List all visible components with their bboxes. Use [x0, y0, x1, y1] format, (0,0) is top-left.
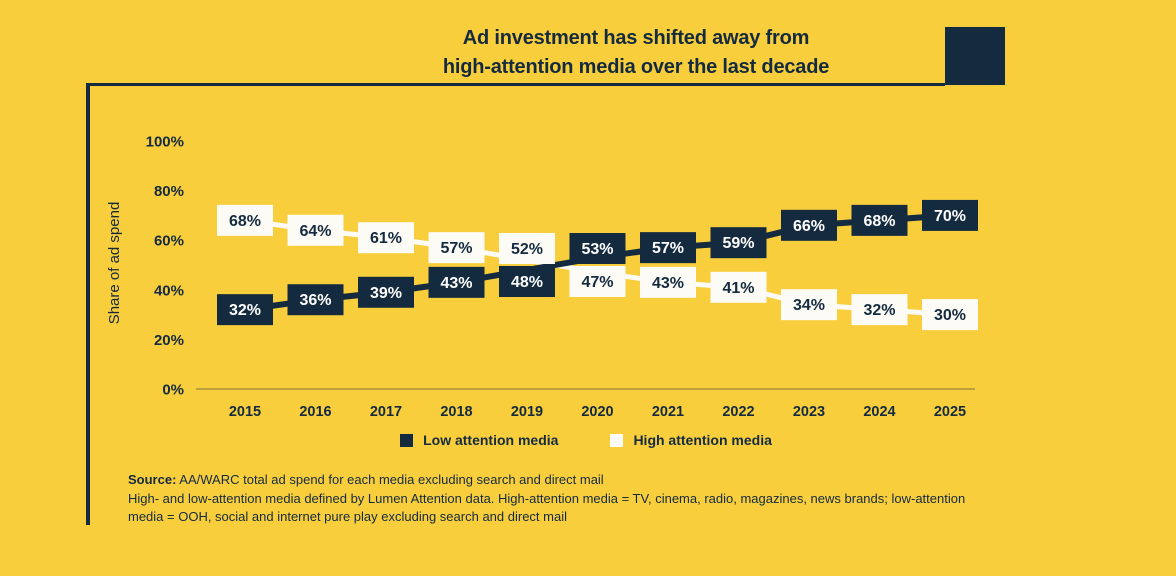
source-note: Source: AA/WARC total ad spend for each … — [128, 471, 1088, 527]
high-attention-label-box — [851, 294, 908, 326]
legend-swatch-low-attention — [400, 433, 414, 447]
low-attention-value-label: 36% — [299, 292, 331, 309]
high-attention-label-box — [781, 289, 837, 321]
legend-label-high-attention: High attention media — [633, 432, 772, 448]
high-attention-label-box — [358, 222, 414, 254]
chart-title-line2: high-attention media over the last decad… — [442, 56, 830, 78]
source-line-2: High- and low-attention media defined by… — [128, 490, 966, 506]
high-attention-value-label: 41% — [722, 280, 754, 297]
chart-title: Ad investment has shifted away from high… — [330, 24, 942, 82]
high-attention-label-box — [922, 299, 978, 331]
high-attention-value-label: 43% — [652, 275, 684, 292]
low-attention-label-box — [428, 266, 485, 298]
low-attention-value-label: 32% — [229, 302, 261, 319]
low-attention-value-label: 70% — [934, 208, 966, 225]
high-attention-value-label: 57% — [440, 240, 472, 257]
high-attention-label-box — [569, 266, 626, 297]
y-tick-label: 20% — [154, 332, 184, 349]
y-tick-label: 80% — [154, 183, 184, 200]
low-attention-value-label: 48% — [511, 274, 543, 291]
low-attention-value-label: 57% — [652, 240, 684, 257]
high-attention-label-box — [640, 266, 696, 298]
low-attention-value-label: 66% — [793, 218, 825, 235]
x-tick-label: 2023 — [793, 404, 825, 420]
low-attention-label-box — [922, 199, 978, 231]
low-attention-label-box — [640, 232, 696, 264]
left-frame-rule — [86, 83, 90, 525]
y-tick-label: 0% — [162, 382, 184, 399]
high-attention-value-label: 30% — [934, 307, 966, 324]
low-attention-value-label: 53% — [581, 241, 613, 258]
source-line-1: Source: AA/WARC total ad spend for each … — [128, 471, 1088, 490]
low-attention-label-box — [851, 204, 908, 236]
legend-label-low-attention: Low attention media — [423, 432, 559, 448]
low-attention-label-box — [781, 209, 837, 241]
high-attention-label-box — [428, 232, 485, 264]
low-attention-label-box — [710, 227, 767, 259]
low-attention-label-box — [217, 294, 273, 326]
source-prefix: Source: — [128, 472, 177, 487]
high-attention-value-label: 32% — [863, 302, 895, 319]
low-attention-value-label: 59% — [722, 235, 754, 252]
high-attention-label-box — [287, 214, 344, 246]
high-attention-value-label: 34% — [793, 297, 825, 314]
x-tick-label: 2025 — [934, 404, 966, 420]
y-tick-label: 40% — [154, 282, 184, 299]
legend-swatch-high-attention — [610, 433, 624, 447]
brand-corner-square — [945, 27, 1005, 85]
high-attention-label-box — [499, 233, 555, 264]
high-attention-value-label: 52% — [511, 241, 543, 258]
x-tick-label: 2019 — [511, 404, 543, 420]
x-tick-label: 2018 — [440, 404, 472, 420]
high-attention-value-label: 61% — [370, 230, 402, 247]
x-tick-label: 2020 — [581, 404, 613, 420]
x-tick-label: 2015 — [229, 404, 261, 420]
low-attention-value-label: 39% — [370, 285, 402, 302]
legend-item-low-attention: Low attention media — [400, 432, 558, 448]
y-axis-title: Share of ad spend — [106, 202, 123, 325]
chart-title-line1: Ad investment has shifted away from — [462, 27, 810, 49]
x-tick-label: 2017 — [370, 404, 402, 420]
x-tick-label: 2024 — [863, 404, 895, 420]
high-attention-value-label: 64% — [299, 223, 331, 240]
y-tick-label: 60% — [154, 233, 184, 250]
source-line-1-text: AA/WARC total ad spend for each media ex… — [176, 472, 604, 487]
y-tick-label: 100% — [146, 134, 184, 151]
low-attention-label-box — [358, 276, 414, 308]
low-attention-label-box — [287, 284, 344, 316]
high-attention-label-box — [710, 271, 767, 303]
high-attention-label-box — [217, 204, 273, 236]
high-attention-value-label: 68% — [229, 213, 261, 230]
x-tick-label: 2021 — [652, 404, 684, 420]
low-attention-value-label: 68% — [863, 213, 895, 230]
x-tick-label: 2016 — [299, 404, 331, 420]
chart-legend: Low attention media High attention media — [196, 432, 976, 448]
legend-item-high-attention: High attention media — [610, 432, 772, 448]
low-attention-label-box — [569, 233, 626, 264]
low-attention-value-label: 43% — [440, 275, 472, 292]
source-line-3: media = OOH, social and internet pure pl… — [128, 509, 567, 524]
low-attention-label-box — [499, 266, 555, 297]
x-tick-label: 2022 — [722, 404, 754, 420]
high-attention-value-label: 47% — [581, 274, 613, 291]
title-underline-rule — [87, 83, 945, 86]
